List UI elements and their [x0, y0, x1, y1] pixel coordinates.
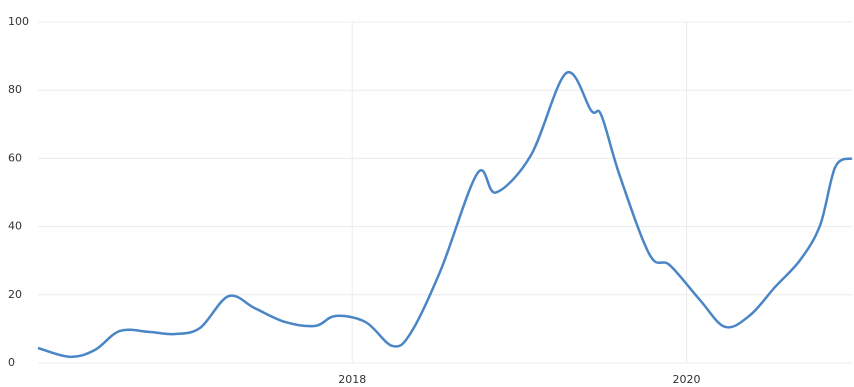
y-tick-label: 60: [8, 151, 22, 164]
y-tick-label: 100: [8, 15, 29, 28]
y-tick-label: 80: [8, 83, 22, 96]
y-tick-label: 40: [8, 220, 22, 233]
line: [37, 71, 853, 359]
y-tick-label: 20: [8, 288, 22, 301]
x-tick-label: 2020: [673, 373, 701, 386]
y-tick-label: 0: [8, 356, 15, 369]
x-tick-label: 2018: [338, 373, 366, 386]
